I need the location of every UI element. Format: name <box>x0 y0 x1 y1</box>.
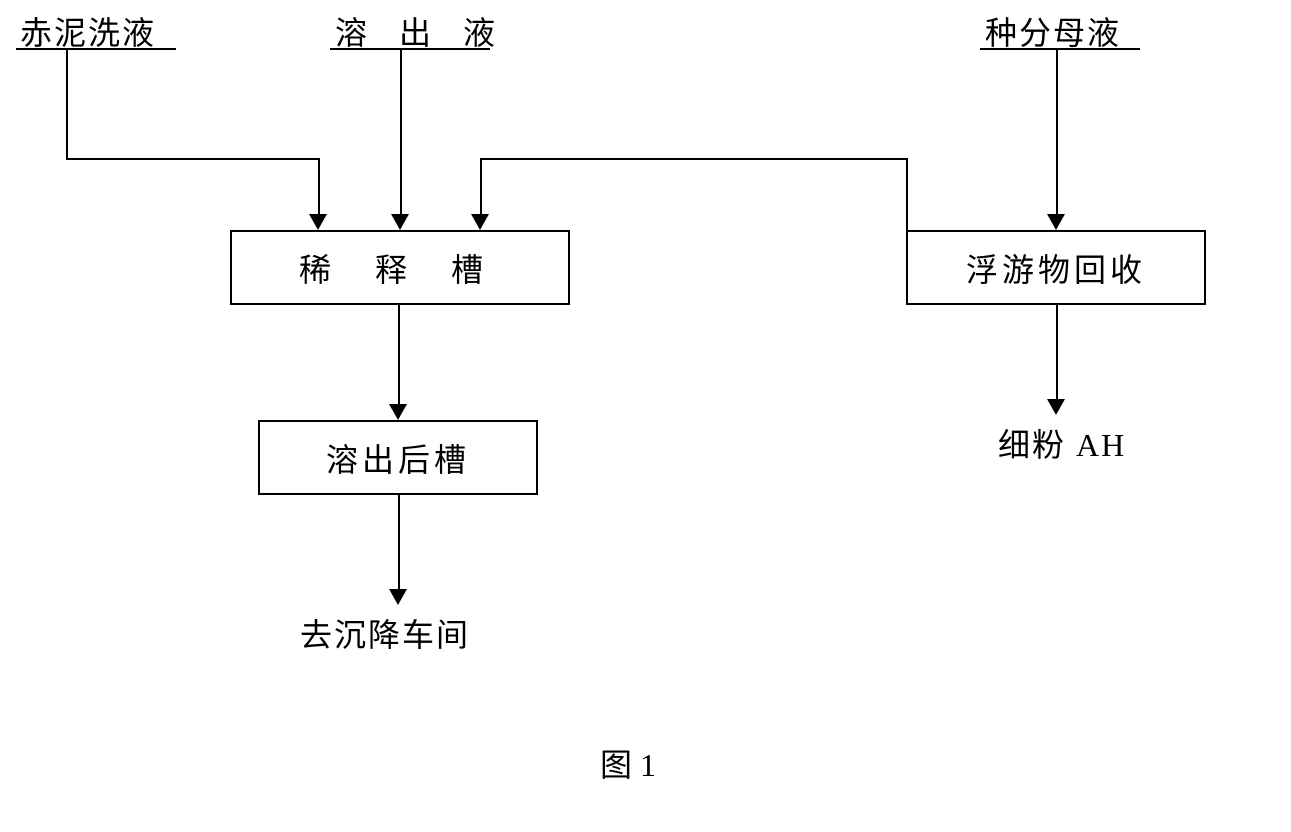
edge-recycle-v-left <box>480 158 482 214</box>
edge-seed-arrow <box>1047 214 1065 230</box>
output-settling-label: 去沉降车间 <box>300 610 470 656</box>
box-dilution-tank-text: 稀 释 槽 <box>299 245 501 291</box>
edge-redmud-v1 <box>66 50 68 160</box>
edge-recycle-v-right <box>906 158 908 270</box>
box-float-recovery-text: 浮游物回收 <box>966 245 1146 291</box>
edge-dilution-post-v <box>398 305 400 404</box>
figure-caption: 图 1 <box>600 740 656 786</box>
edge-redmud-arrow <box>309 214 327 230</box>
input-dissolution-underline <box>330 48 490 50</box>
input-seed-mother-underline <box>980 48 1140 50</box>
edge-float-fine-v <box>1056 305 1058 399</box>
box-post-dissolution: 溶出后槽 <box>258 420 538 495</box>
edge-recycle-arrow <box>471 214 489 230</box>
edge-float-fine-arrow <box>1047 399 1065 415</box>
edge-post-settle-v <box>398 495 400 589</box>
edge-dilution-post-arrow <box>389 404 407 420</box>
edge-dissolution-v <box>400 50 402 214</box>
edge-redmud-h <box>66 158 320 160</box>
edge-seed-v <box>1056 50 1058 214</box>
edge-recycle-h <box>480 158 908 160</box>
output-fine-powder-label: 细粉 AH <box>998 420 1126 466</box>
input-red-mud-underline <box>16 48 176 50</box>
box-post-dissolution-text: 溶出后槽 <box>326 435 470 481</box>
edge-post-settle-arrow <box>389 589 407 605</box>
box-float-recovery: 浮游物回收 <box>906 230 1206 305</box>
edge-redmud-v2 <box>318 158 320 214</box>
edge-dissolution-arrow <box>391 214 409 230</box>
box-dilution-tank: 稀 释 槽 <box>230 230 570 305</box>
